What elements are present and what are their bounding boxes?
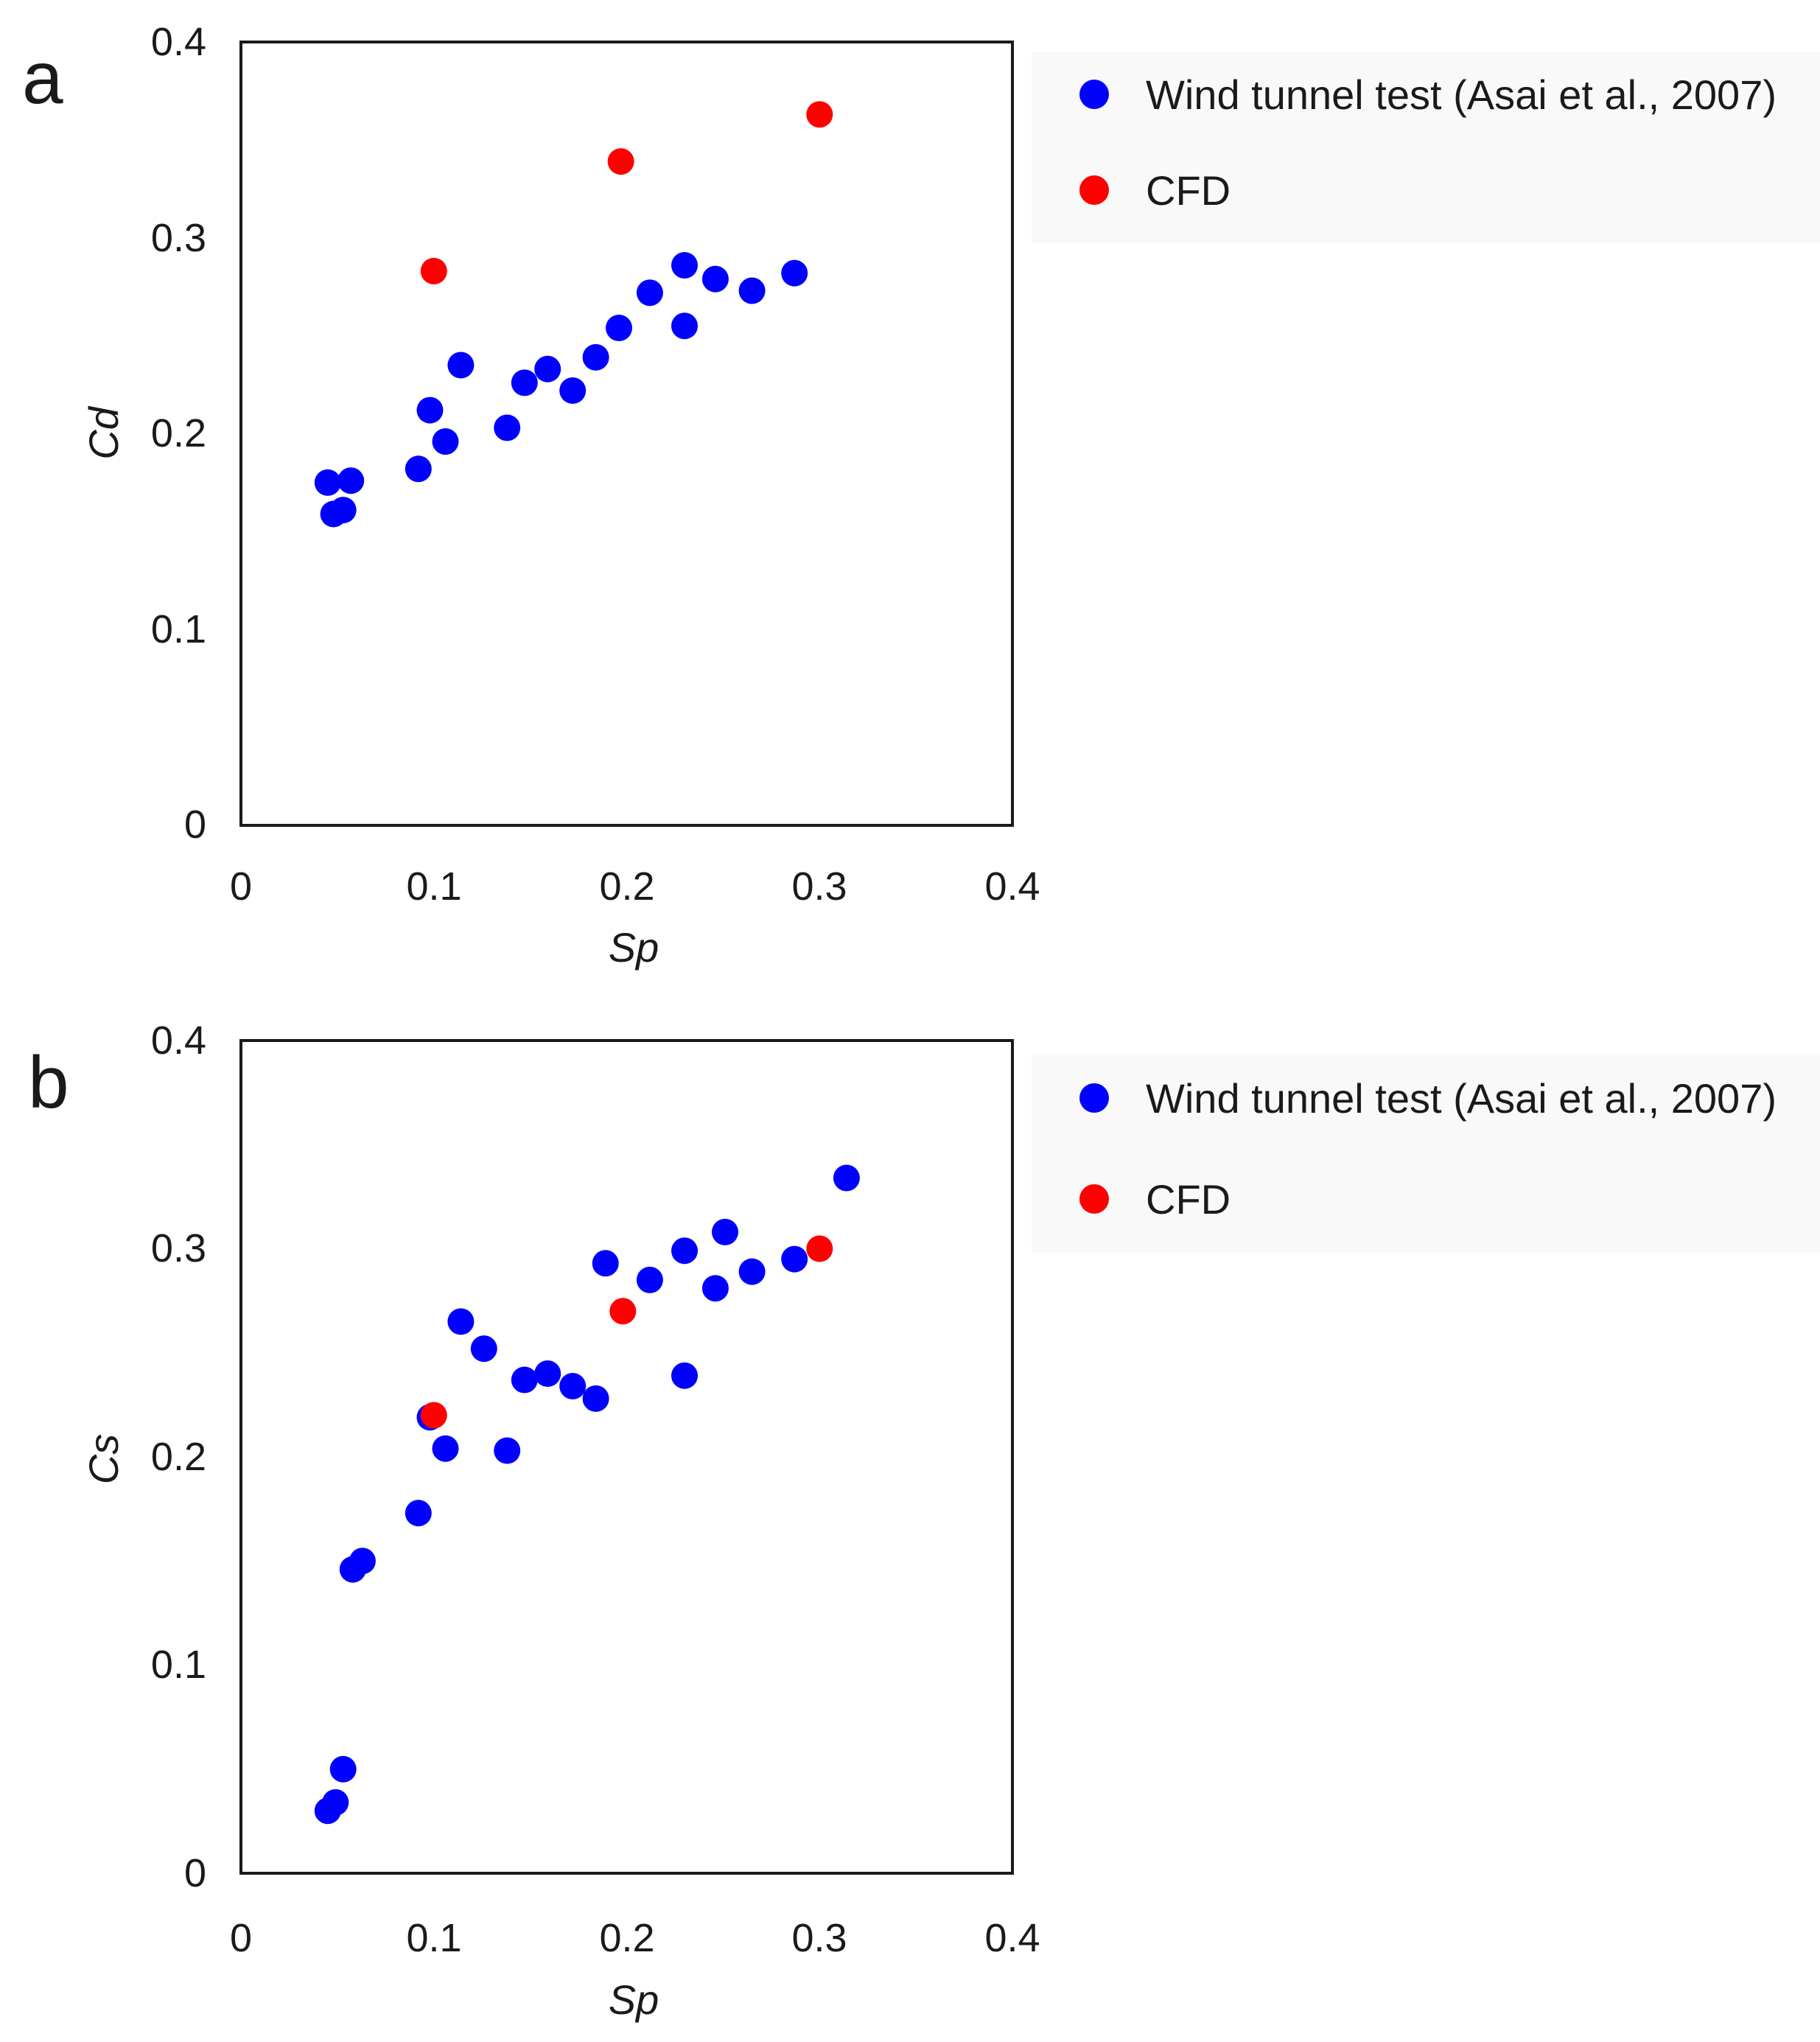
- panel-a-y-tick-labels: 0 0.1 0.2 0.3 0.4: [151, 20, 206, 847]
- panel-b-point-wind-tunnel: [712, 1218, 738, 1245]
- panel-b-x-tick-label: 0: [230, 1916, 252, 1960]
- panel-a-point-wind-tunnel: [671, 252, 698, 279]
- panel-b-point-wind-tunnel: [582, 1385, 609, 1412]
- panel-a-legend-label-cfd: CFD: [1146, 167, 1231, 214]
- panel-a-point-wind-tunnel: [329, 497, 357, 524]
- panel-a-x-tick-label: 0.2: [599, 864, 654, 909]
- panel-a-plot-frame: [239, 41, 1014, 827]
- panel-a-legend-label-wind-tunnel: Wind tunnel test (Asai et al., 2007): [1146, 71, 1777, 118]
- panel-a-x-tick-label: 0.4: [984, 864, 1040, 909]
- panel-b-point-cfd: [609, 1298, 637, 1325]
- panel-b-data-points: [314, 1164, 860, 1825]
- panel-a-point-cfd: [806, 101, 833, 128]
- panel-a-label: a: [22, 37, 63, 119]
- panel-b-point-wind-tunnel: [432, 1435, 459, 1462]
- panel-b-label: b: [28, 1041, 69, 1124]
- panel-b-point-wind-tunnel: [447, 1308, 475, 1335]
- panel-a-x-tick-labels: 0 0.1 0.2 0.3 0.4: [230, 864, 1040, 909]
- panel-b-point-cfd: [806, 1235, 833, 1262]
- panel-b-legend: Wind tunnel test (Asai et al., 2007) CFD: [1079, 1075, 1777, 1223]
- panel-b-point-wind-tunnel: [405, 1500, 432, 1527]
- panel-b-plot-frame: [239, 1039, 1014, 1875]
- panel-a-point-wind-tunnel: [337, 467, 365, 494]
- panel-b-point-wind-tunnel: [701, 1275, 729, 1302]
- panel-b-point-wind-tunnel: [322, 1789, 349, 1816]
- panel-a-point-wind-tunnel: [511, 369, 538, 396]
- panel-a-x-axis-title: Sp: [609, 924, 659, 971]
- panel-a-point-wind-tunnel: [534, 355, 561, 382]
- panel-a-point-wind-tunnel: [447, 352, 475, 379]
- panel-b-y-tick-label: 0: [184, 1851, 206, 1895]
- panel-b: b Wind tunnel test (Asai et al., 2007) C…: [28, 1018, 1820, 2023]
- panel-b-point-wind-tunnel: [738, 1258, 766, 1285]
- panel-a-point-wind-tunnel: [636, 279, 663, 307]
- panel-b-x-tick-label: 0.4: [984, 1916, 1040, 1960]
- panel-b-y-tick-label: 0.3: [151, 1226, 206, 1270]
- panel-b-point-wind-tunnel: [329, 1755, 357, 1783]
- panel-a-point-cfd: [420, 257, 447, 284]
- panel-a-data-points: [314, 101, 833, 528]
- panel-a-point-wind-tunnel: [701, 265, 729, 293]
- panel-a-point-wind-tunnel: [781, 259, 808, 287]
- panel-a-point-wind-tunnel: [671, 312, 698, 340]
- panel-a-point-wind-tunnel: [494, 414, 521, 441]
- panel-a-legend-marker-wind-tunnel: [1079, 80, 1109, 109]
- panel-a-point-wind-tunnel: [314, 469, 341, 496]
- panel-b-point-wind-tunnel: [671, 1237, 698, 1265]
- panel-a-x-tick-label: 0: [230, 864, 252, 909]
- panel-a-point-wind-tunnel: [582, 343, 609, 371]
- panel-b-point-wind-tunnel: [349, 1548, 376, 1575]
- panel-a-x-tick-label: 0.3: [791, 864, 847, 909]
- panel-a-x-tick-label: 0.1: [406, 864, 461, 909]
- panel-a-point-cfd: [607, 148, 634, 175]
- panel-b-point-wind-tunnel: [559, 1373, 587, 1399]
- panel-b-point-wind-tunnel: [470, 1335, 497, 1363]
- panel-a-y-tick-label: 0.4: [151, 20, 206, 64]
- panel-b-legend-background: [1032, 1054, 1820, 1253]
- panel-a-legend: Wind tunnel test (Asai et al., 2007) CFD: [1079, 71, 1777, 214]
- panel-b-point-wind-tunnel: [592, 1250, 619, 1277]
- panel-b-point-wind-tunnel: [833, 1164, 860, 1192]
- panel-b-legend-label-cfd: CFD: [1146, 1176, 1231, 1223]
- panel-a-point-wind-tunnel: [606, 315, 632, 341]
- panel-a-point-wind-tunnel: [416, 396, 444, 424]
- panel-b-x-tick-label: 0.3: [791, 1916, 847, 1960]
- panel-a-y-axis-title: Cd: [80, 405, 127, 459]
- panel-a-y-tick-label: 0: [184, 803, 206, 847]
- panel-a-point-wind-tunnel: [405, 455, 432, 483]
- panel-b-legend-marker-cfd: [1079, 1184, 1109, 1214]
- panel-b-y-tick-label: 0.1: [151, 1643, 206, 1687]
- panel-a-y-tick-label: 0.1: [151, 607, 206, 651]
- panel-a-point-wind-tunnel: [432, 428, 459, 455]
- panel-a-y-tick-label: 0.3: [151, 216, 206, 260]
- panel-a-y-tick-label: 0.2: [151, 411, 206, 455]
- panel-b-point-wind-tunnel: [636, 1266, 663, 1293]
- panel-b-x-tick-label: 0.1: [406, 1916, 461, 1960]
- panel-a-point-wind-tunnel: [559, 377, 587, 404]
- panel-b-y-tick-label: 0.2: [151, 1435, 206, 1479]
- panel-b-point-wind-tunnel: [781, 1245, 808, 1273]
- panel-b-x-tick-labels: 0 0.1 0.2 0.3 0.4: [230, 1916, 1040, 1960]
- panel-b-point-cfd: [420, 1402, 447, 1429]
- panel-b-point-wind-tunnel: [511, 1366, 538, 1394]
- panel-b-y-tick-labels: 0 0.1 0.2 0.3 0.4: [151, 1018, 206, 1895]
- panel-b-point-wind-tunnel: [494, 1437, 521, 1464]
- panel-b-legend-label-wind-tunnel: Wind tunnel test (Asai et al., 2007): [1146, 1075, 1777, 1122]
- panel-b-point-wind-tunnel: [534, 1360, 561, 1387]
- panel-a-legend-marker-cfd: [1079, 175, 1109, 205]
- panel-b-y-axis-title: Cs: [80, 1434, 127, 1484]
- panel-b-legend-marker-wind-tunnel: [1079, 1083, 1109, 1113]
- panel-b-point-wind-tunnel: [671, 1362, 698, 1389]
- panel-b-x-axis-title: Sp: [609, 1976, 659, 2023]
- panel-a-legend-background: [1032, 52, 1820, 243]
- panel-a: a Wind tunnel test (Asai et al., 2007) C…: [22, 20, 1820, 971]
- panel-b-y-tick-label: 0.4: [151, 1018, 206, 1063]
- panel-b-x-tick-label: 0.2: [599, 1916, 654, 1960]
- panel-a-point-wind-tunnel: [738, 277, 766, 304]
